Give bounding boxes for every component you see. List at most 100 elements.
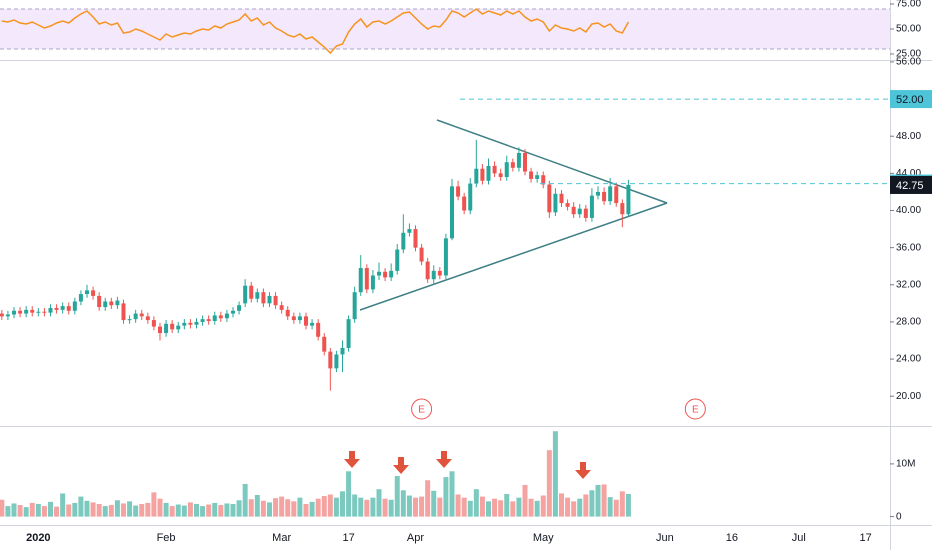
candle-body <box>407 229 412 233</box>
volume-bar <box>577 498 583 517</box>
volume-bar <box>370 497 376 517</box>
earnings-label: E <box>418 405 425 416</box>
volume-bar <box>327 494 333 517</box>
volume-bar <box>498 500 504 517</box>
candle-body <box>310 322 315 326</box>
candle-body <box>389 270 394 278</box>
candle-body <box>115 300 120 306</box>
volume-bar <box>425 480 431 517</box>
volume-bar <box>78 496 84 517</box>
volume-bar <box>504 493 510 517</box>
volume-bar <box>54 506 60 517</box>
x-tick-label: 16 <box>726 532 738 544</box>
candle-body <box>443 238 448 276</box>
candle-body <box>200 319 205 322</box>
candle-body <box>5 314 10 317</box>
earnings-marker <box>684 398 706 420</box>
candle-body <box>30 309 35 313</box>
candle-body <box>188 322 193 325</box>
volume-bar <box>394 476 400 517</box>
rsi-line <box>1 8 630 55</box>
volume-bar <box>516 497 522 517</box>
candle-body <box>121 303 126 321</box>
volume-bar <box>169 506 175 517</box>
volume-bar <box>72 502 78 517</box>
candle-body <box>413 229 418 248</box>
candle-body <box>212 315 217 321</box>
candle-body <box>401 232 406 250</box>
candle-body <box>480 168 485 181</box>
y-tick-label: 10M <box>896 459 915 470</box>
earnings-label: E <box>692 405 699 416</box>
candle-body <box>437 270 442 276</box>
volume-bar <box>431 490 437 517</box>
volume-bar <box>364 499 370 517</box>
candle-body <box>157 326 162 334</box>
candle-body <box>376 271 381 276</box>
volume-bar <box>382 498 388 517</box>
volume-bar <box>133 505 139 517</box>
candle-body <box>36 311 41 313</box>
candle-body <box>176 325 181 330</box>
volume-bar <box>47 501 53 517</box>
candle-body <box>206 319 211 321</box>
candle-body <box>346 319 351 348</box>
candle-body <box>133 313 138 320</box>
volume-bar <box>583 494 589 517</box>
volume-bar <box>352 494 358 517</box>
candle-body <box>48 308 53 313</box>
candle-body <box>97 295 102 308</box>
candle-body <box>620 203 625 215</box>
candle-body <box>255 292 260 299</box>
candle-body <box>589 195 594 218</box>
volume-bar <box>163 502 169 517</box>
volume-bar <box>449 471 455 517</box>
x-tick-label: Apr <box>407 532 424 544</box>
candle-body <box>285 309 290 317</box>
volume-bar <box>127 501 133 517</box>
volume-bar <box>254 495 260 517</box>
y-tick-label: 32.00 <box>896 279 921 290</box>
y-tick-label: 40.00 <box>896 205 921 216</box>
volume-bar <box>595 484 601 517</box>
candle-body <box>608 186 613 202</box>
x-tick-label: 2020 <box>26 532 50 544</box>
candle-body <box>383 271 388 278</box>
volume-bar <box>218 505 224 517</box>
volume-bar <box>5 506 11 517</box>
volume-bar <box>17 505 23 517</box>
volume-bar <box>11 503 17 517</box>
volume-bar <box>479 496 485 517</box>
candle-body <box>498 173 503 178</box>
volume-bar <box>248 499 254 517</box>
volume-bar <box>565 497 571 517</box>
arrow <box>436 451 452 468</box>
y-tick-label: 25.00 <box>896 49 921 60</box>
volume-bar <box>388 499 394 517</box>
last-price-tag <box>890 175 932 194</box>
candle-body <box>529 171 534 179</box>
candle-body <box>66 306 71 311</box>
y-tick-label: 36.00 <box>896 242 921 253</box>
candle-body <box>577 208 582 215</box>
volume-bar <box>212 502 218 517</box>
y-tick-label: 75.00 <box>896 0 921 10</box>
candle-body <box>340 347 345 355</box>
candle-body <box>164 323 169 334</box>
candle-body <box>11 310 16 315</box>
candle-body <box>358 268 363 293</box>
candle-body <box>364 268 369 290</box>
volume-bar <box>29 502 35 517</box>
candle-body <box>322 336 327 352</box>
volume-bar <box>285 499 291 517</box>
candle-body <box>468 183 473 211</box>
rsi-band <box>0 9 890 49</box>
candle-body <box>243 285 248 304</box>
volume-bar <box>157 498 163 517</box>
volume-bar <box>96 503 102 517</box>
candle-body <box>595 191 600 196</box>
arrow <box>575 462 591 479</box>
volume-bar <box>114 500 120 517</box>
